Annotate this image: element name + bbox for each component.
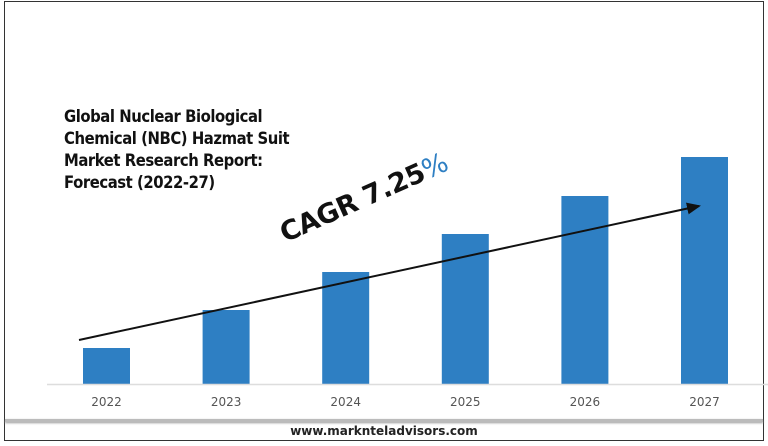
bar-2024 bbox=[322, 272, 370, 384]
title-line-4: Forecast (2022-27) bbox=[64, 173, 215, 192]
footer-website: www.marknteladvisors.com bbox=[290, 424, 478, 438]
title-line-1: Global Nuclear Biological bbox=[64, 107, 263, 126]
x-tick-label: 2026 bbox=[570, 395, 601, 409]
chart-title: Global Nuclear Biological Chemical (NBC)… bbox=[64, 106, 334, 194]
footer-divider bbox=[5, 419, 763, 422]
growth-arrow bbox=[78, 202, 701, 341]
chart-frame bbox=[4, 1, 764, 441]
bar-2027 bbox=[681, 157, 728, 384]
bar-2026 bbox=[561, 196, 609, 384]
x-tick-label: 2025 bbox=[450, 395, 481, 409]
title-line-2: Chemical (NBC) Hazmat Suit bbox=[64, 129, 290, 148]
bar-2023 bbox=[202, 310, 250, 384]
x-tick-label: 2023 bbox=[211, 395, 242, 409]
bar-2022 bbox=[83, 348, 130, 384]
x-tick-label: 2027 bbox=[689, 395, 720, 409]
x-tick-label: 2022 bbox=[91, 395, 122, 409]
x-tick-label: 2024 bbox=[330, 395, 361, 409]
title-line-3: Market Research Report: bbox=[64, 151, 263, 170]
